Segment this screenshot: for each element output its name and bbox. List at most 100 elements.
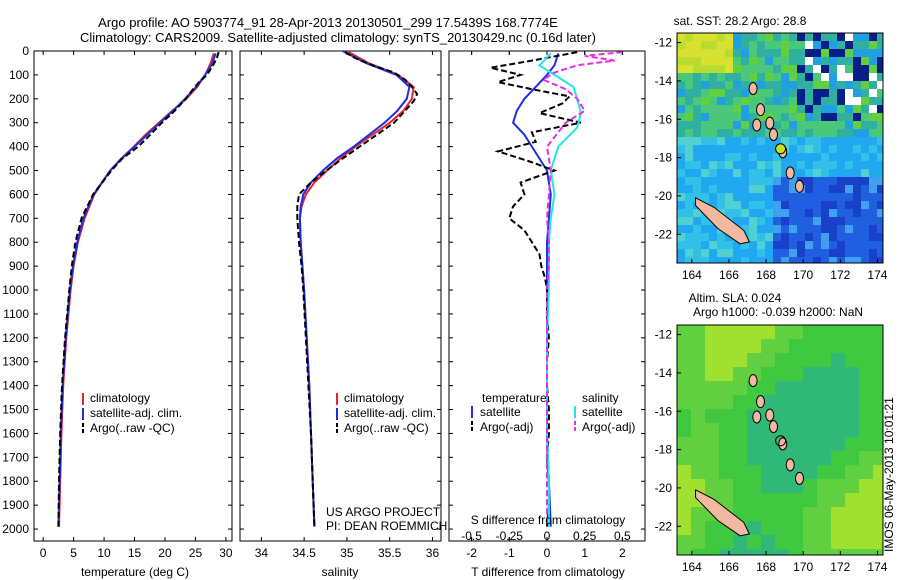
map-cell [803, 451, 817, 465]
map-cell [677, 105, 685, 113]
map-cell [845, 409, 859, 423]
map-cell [817, 395, 831, 409]
salinity-xlabel: salinity [322, 565, 359, 579]
map-cell [797, 193, 805, 201]
map-cell [693, 113, 701, 121]
map-cell [789, 193, 797, 201]
map-cell [775, 325, 789, 339]
map-cell [789, 493, 803, 507]
map-cell [775, 451, 789, 465]
map-cell [701, 81, 709, 89]
map-cell [873, 339, 883, 353]
map-cell [693, 81, 701, 89]
map-cell [797, 145, 805, 153]
map-cell [705, 535, 719, 549]
map-cell [861, 153, 869, 161]
map-cell [845, 169, 853, 177]
map-cell [821, 161, 829, 169]
map-cell [781, 113, 789, 121]
map-cell [803, 325, 817, 339]
map-cell [765, 233, 773, 241]
map-cell [775, 395, 789, 409]
map-cell [797, 137, 805, 145]
x-tick-label: 30 [219, 546, 233, 560]
map-cell [817, 381, 831, 395]
map-cell [773, 81, 781, 89]
y-tick-label: 1400 [2, 379, 29, 393]
map-cell [709, 153, 717, 161]
map-cell [845, 185, 853, 193]
map-cell [877, 177, 883, 185]
map-cell [761, 493, 775, 507]
map-cell [705, 395, 719, 409]
map-cell [781, 73, 789, 81]
map-cell [829, 209, 837, 217]
map-cell [877, 217, 883, 225]
map-cell [845, 89, 853, 97]
map-cell [719, 549, 733, 555]
x-tick-label: -2 [466, 546, 477, 560]
map-cell [845, 225, 853, 233]
map-cell [685, 145, 693, 153]
map-cell [803, 395, 817, 409]
map-cell [869, 33, 877, 41]
map-cell [765, 161, 773, 169]
map-cell [869, 177, 877, 185]
map-cell [861, 249, 869, 257]
map-cell [747, 465, 761, 479]
map-cell [733, 549, 747, 555]
map-cell [797, 113, 805, 121]
x-tick-label: 168 [756, 560, 776, 574]
map-cell [821, 209, 829, 217]
map-cell [845, 549, 859, 555]
map-cell [773, 49, 781, 57]
map-cell [781, 161, 789, 169]
map-cell [831, 423, 845, 437]
map-cell [741, 49, 749, 57]
map-cell [725, 105, 733, 113]
map-cell [877, 185, 883, 193]
map-cell [859, 465, 873, 479]
map-cell [789, 33, 797, 41]
map-cell [803, 507, 817, 521]
map-cell [789, 153, 797, 161]
map-cell [813, 169, 821, 177]
map-cell [709, 65, 717, 73]
y-tick-label: -20 [655, 481, 673, 495]
map-cell [677, 153, 685, 161]
map-cell [773, 257, 781, 263]
argo-position-marker [775, 143, 787, 155]
map-cell [757, 97, 765, 105]
map-cell [705, 381, 719, 395]
map-cell [853, 169, 861, 177]
map-cell [805, 49, 813, 57]
map-cell [747, 353, 761, 367]
map-cell [873, 381, 883, 395]
map-cell [805, 65, 813, 73]
map-raster [677, 33, 883, 263]
map-cell [733, 257, 741, 263]
map-cell [741, 105, 749, 113]
map-cell [831, 465, 845, 479]
map-cell [817, 521, 831, 535]
map-cell [877, 169, 883, 177]
map-cell [677, 465, 691, 479]
map-cell [733, 49, 741, 57]
map-cell [725, 65, 733, 73]
map-cell [717, 169, 725, 177]
title-line1: Argo profile: AO 5903774_91 28-Apr-2013 … [98, 15, 558, 30]
map-cell [775, 479, 789, 493]
y-tick-label: 2000 [2, 522, 29, 536]
map-cell [813, 73, 821, 81]
map-cell [757, 113, 765, 121]
map-cell [757, 89, 765, 97]
x-tick-label: 170 [793, 268, 813, 282]
map-cell [861, 185, 869, 193]
map-cell [837, 145, 845, 153]
temperature-xlabel: temperature (deg C) [81, 565, 189, 579]
map-cell [677, 81, 685, 89]
map-cell [853, 137, 861, 145]
map-cell [861, 225, 869, 233]
map-cell [705, 521, 719, 535]
map-cell [757, 225, 765, 233]
